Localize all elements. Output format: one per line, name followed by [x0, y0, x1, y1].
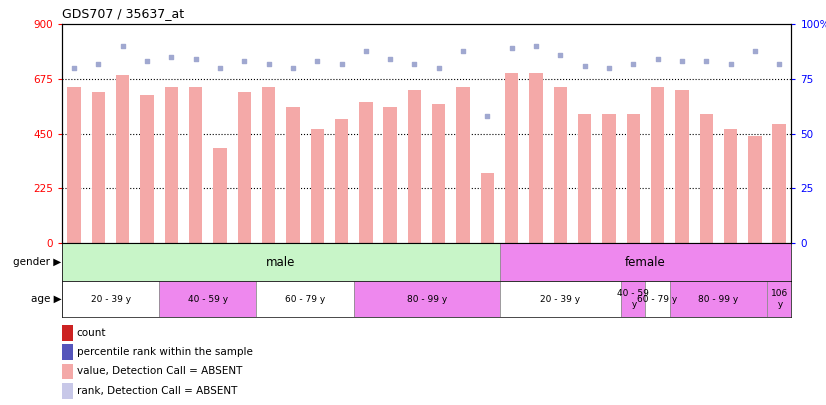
- Text: age ▶: age ▶: [31, 294, 61, 304]
- Point: [529, 43, 543, 49]
- Point: [700, 58, 713, 65]
- Bar: [62, 344, 73, 360]
- Point: [359, 47, 373, 54]
- Point: [506, 45, 519, 51]
- Bar: [500, 281, 621, 317]
- Bar: [213, 148, 226, 243]
- Bar: [602, 114, 615, 243]
- Text: 40 - 59
 y: 40 - 59 y: [617, 290, 649, 309]
- Point: [748, 47, 762, 54]
- Point: [457, 47, 470, 54]
- Text: 40 - 59 y: 40 - 59 y: [188, 294, 228, 304]
- Bar: [164, 87, 178, 243]
- Text: 60 - 79 y: 60 - 79 y: [638, 294, 677, 304]
- Point: [553, 52, 567, 58]
- Point: [262, 60, 275, 67]
- Bar: [675, 90, 689, 243]
- Point: [68, 65, 81, 71]
- Point: [189, 56, 202, 62]
- Text: 60 - 79 y: 60 - 79 y: [285, 294, 325, 304]
- Text: female: female: [625, 256, 666, 269]
- Point: [481, 113, 494, 119]
- Bar: [62, 325, 73, 341]
- Bar: [140, 95, 154, 243]
- Text: rank, Detection Call = ABSENT: rank, Detection Call = ABSENT: [77, 386, 237, 396]
- Bar: [159, 281, 256, 317]
- Text: value, Detection Call = ABSENT: value, Detection Call = ABSENT: [77, 367, 242, 377]
- Bar: [189, 87, 202, 243]
- Bar: [724, 129, 738, 243]
- Bar: [627, 114, 640, 243]
- Bar: [62, 243, 500, 281]
- Point: [140, 58, 154, 65]
- Bar: [505, 73, 519, 243]
- Bar: [287, 107, 300, 243]
- Bar: [432, 104, 445, 243]
- Point: [724, 60, 737, 67]
- Point: [651, 56, 664, 62]
- Text: 80 - 99 y: 80 - 99 y: [406, 294, 447, 304]
- Bar: [578, 114, 591, 243]
- Bar: [262, 87, 275, 243]
- Bar: [700, 114, 713, 243]
- Text: 20 - 39 y: 20 - 39 y: [91, 294, 131, 304]
- Point: [578, 63, 591, 69]
- Point: [335, 60, 348, 67]
- Bar: [116, 75, 130, 243]
- Bar: [359, 102, 373, 243]
- Point: [676, 58, 689, 65]
- Bar: [62, 383, 73, 399]
- Text: GDS707 / 35637_at: GDS707 / 35637_at: [62, 7, 184, 20]
- Bar: [408, 90, 421, 243]
- Text: 106
 y: 106 y: [771, 290, 788, 309]
- Bar: [500, 243, 791, 281]
- Bar: [621, 281, 645, 317]
- Bar: [68, 87, 81, 243]
- Bar: [256, 281, 354, 317]
- Text: 20 - 39 y: 20 - 39 y: [540, 294, 581, 304]
- Text: male: male: [266, 256, 296, 269]
- Text: 80 - 99 y: 80 - 99 y: [698, 294, 738, 304]
- Bar: [62, 281, 159, 317]
- Bar: [772, 124, 786, 243]
- Point: [602, 65, 615, 71]
- Bar: [481, 173, 494, 243]
- Bar: [354, 281, 500, 317]
- Bar: [553, 87, 567, 243]
- Bar: [383, 107, 396, 243]
- Bar: [92, 92, 105, 243]
- Text: percentile rank within the sample: percentile rank within the sample: [77, 347, 253, 357]
- Bar: [651, 87, 664, 243]
- Point: [383, 56, 396, 62]
- Bar: [238, 92, 251, 243]
- Point: [164, 54, 178, 60]
- Bar: [670, 281, 767, 317]
- Bar: [457, 87, 470, 243]
- Point: [627, 60, 640, 67]
- Bar: [62, 364, 73, 379]
- Point: [432, 65, 445, 71]
- Point: [92, 60, 105, 67]
- Text: count: count: [77, 328, 107, 338]
- Bar: [311, 129, 324, 243]
- Point: [311, 58, 324, 65]
- Point: [238, 58, 251, 65]
- Bar: [748, 136, 762, 243]
- Point: [116, 43, 130, 49]
- Point: [213, 65, 226, 71]
- Bar: [767, 281, 791, 317]
- Point: [772, 60, 786, 67]
- Point: [408, 60, 421, 67]
- Text: gender ▶: gender ▶: [13, 257, 61, 267]
- Point: [287, 65, 300, 71]
- Bar: [335, 119, 349, 243]
- Bar: [529, 73, 543, 243]
- Bar: [645, 281, 670, 317]
